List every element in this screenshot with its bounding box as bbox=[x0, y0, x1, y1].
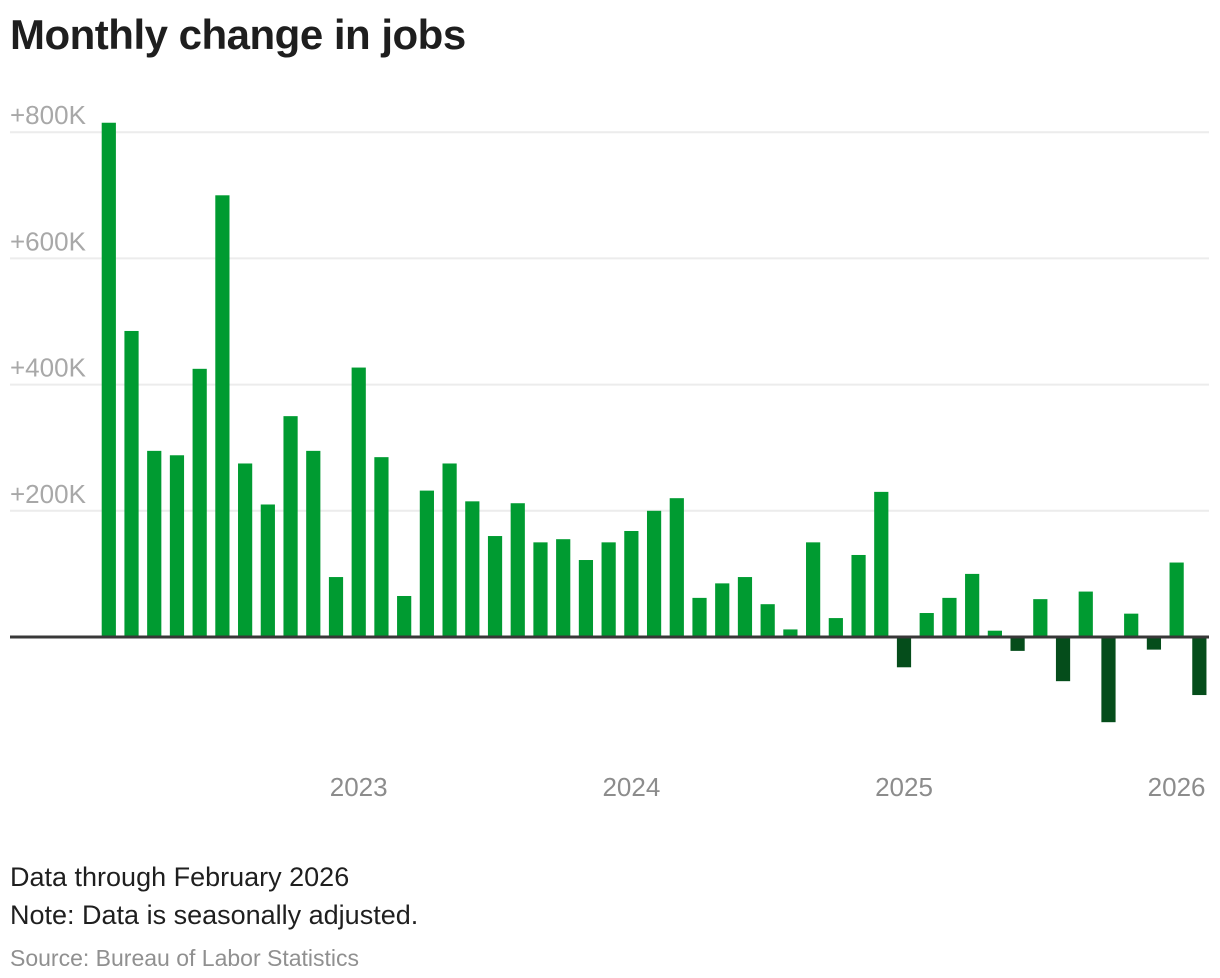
bar-mar-2023 bbox=[397, 595, 412, 638]
bar-aug-2024 bbox=[783, 629, 798, 637]
bar-sep-2024 bbox=[806, 542, 821, 637]
bar-jul-2025 bbox=[1033, 599, 1048, 637]
bar-apr-2024 bbox=[692, 597, 707, 637]
bar-oct-2025 bbox=[1101, 637, 1116, 723]
bar-may-2024 bbox=[715, 583, 730, 637]
bar-sep-2025 bbox=[1078, 591, 1093, 637]
bar-apr-2022 bbox=[147, 450, 162, 638]
bar-jun-2025 bbox=[1010, 637, 1025, 651]
x-axis-baseline bbox=[10, 635, 1209, 639]
bar-mar-2022 bbox=[124, 330, 139, 637]
bar-aug-2022 bbox=[238, 463, 253, 638]
bar-dec-2025 bbox=[1146, 637, 1162, 650]
bar-jan-2023 bbox=[351, 367, 366, 637]
bar-dec-2024 bbox=[874, 491, 889, 637]
x-axis-tick-label: 2023 bbox=[330, 772, 388, 802]
bar-dec-2022 bbox=[328, 577, 344, 637]
bar-feb-2023 bbox=[374, 457, 389, 637]
y-axis-tick-label: +600K bbox=[10, 226, 87, 256]
bar-nov-2024 bbox=[851, 554, 866, 637]
bar-oct-2022 bbox=[283, 416, 298, 637]
monthly-jobs-bar-chart: +800K +600K +400K +200K 2023 2024 2025 2026 bbox=[10, 100, 1209, 802]
footnote-data-through: Data through February 2026 bbox=[10, 862, 350, 892]
bar-jun-2024 bbox=[737, 577, 753, 637]
bar-aug-2025 bbox=[1055, 637, 1071, 682]
bar-dec-2023 bbox=[601, 542, 616, 637]
bar-jul-2024 bbox=[760, 604, 775, 637]
bar-oct-2024 bbox=[828, 618, 843, 637]
y-axis-tick-label: +800K bbox=[10, 100, 87, 130]
bar-apr-2025 bbox=[965, 573, 980, 637]
bar-jan-2024 bbox=[624, 530, 639, 637]
x-axis-tick-label: 2024 bbox=[602, 772, 660, 802]
bar-sep-2023 bbox=[533, 542, 548, 637]
bar-may-2023 bbox=[442, 463, 457, 638]
chart-footer: Data through February 2026 Note: Data is… bbox=[10, 858, 1210, 973]
bar-aug-2023 bbox=[510, 503, 525, 637]
bar-apr-2023 bbox=[419, 490, 434, 637]
bar-jun-2023 bbox=[465, 501, 480, 637]
bar-mar-2024 bbox=[669, 498, 684, 637]
y-axis-tick-label: +200K bbox=[10, 479, 87, 509]
bar-may-2022 bbox=[169, 455, 185, 637]
y-axis-tick-label: +400K bbox=[10, 353, 87, 383]
bar-mar-2025 bbox=[942, 597, 957, 637]
bar-jul-2023 bbox=[487, 536, 503, 637]
footnote-seasonal-adjustment: Note: Data is seasonally adjusted. bbox=[10, 900, 419, 930]
bar-jan-2025 bbox=[896, 637, 912, 668]
x-axis-tick-label: 2025 bbox=[875, 772, 933, 802]
x-axis-tick-label: 2026 bbox=[1148, 772, 1206, 802]
bar-jan-2026 bbox=[1169, 562, 1184, 637]
bar-jun-2022 bbox=[192, 368, 207, 637]
chart-title: Monthly change in jobs bbox=[10, 11, 466, 58]
bar-feb-2024 bbox=[646, 510, 662, 637]
source-credit: Source: Bureau of Labor Statistics bbox=[10, 945, 360, 971]
bar-feb-2025 bbox=[919, 613, 934, 637]
bar-nov-2025 bbox=[1124, 613, 1139, 637]
bar-nov-2022 bbox=[306, 450, 321, 638]
bar-feb-2026 bbox=[1192, 637, 1207, 696]
bar-may-2025 bbox=[987, 630, 1002, 637]
bar-feb-2022 bbox=[101, 122, 116, 638]
bar-jul-2022 bbox=[215, 195, 230, 638]
bar-sep-2022 bbox=[260, 504, 275, 637]
bar-oct-2023 bbox=[556, 539, 571, 637]
bar-nov-2023 bbox=[578, 560, 594, 637]
